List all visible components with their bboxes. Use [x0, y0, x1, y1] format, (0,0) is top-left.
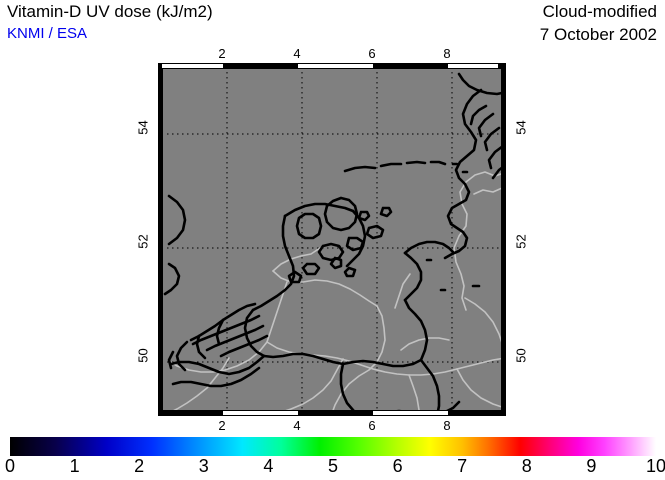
- map-axis-bar-top: [161, 63, 503, 69]
- lon-tick-top-2: 2: [218, 46, 226, 61]
- colorbar-tick-2: 2: [134, 456, 145, 476]
- colorbar-tick-7: 7: [457, 456, 468, 476]
- colorbar-tick-9: 9: [586, 456, 597, 476]
- product-type-label: Cloud-modified: [542, 2, 657, 21]
- lat-tick-right-50: 50: [513, 348, 529, 363]
- lon-tick-top-8: 8: [443, 46, 451, 61]
- colorbar-tick-8: 8: [521, 456, 532, 476]
- colorbar-tick-10: 10: [645, 456, 665, 476]
- colorbar-gradient: [10, 437, 656, 456]
- lon-tick-bottom-6: 6: [368, 418, 376, 433]
- map-borders-rivers: [168, 171, 501, 411]
- page-title: Vitamin-D UV dose (kJ/m2): [7, 2, 213, 21]
- map-panel: 2 4 6 8 2 4 6 8 54 52 50 54 52 50: [136, 46, 529, 433]
- map-axis-bar-bottom: [161, 410, 503, 416]
- lat-tick-left-52: 52: [135, 234, 151, 249]
- colorbar-tick-3: 3: [198, 456, 209, 476]
- lat-tick-right-54: 54: [513, 120, 529, 135]
- lon-tick-top-6: 6: [368, 46, 376, 61]
- lon-tick-bottom-4: 4: [293, 418, 301, 433]
- colorbar-tick-5: 5: [327, 456, 338, 476]
- colorbar-tick-0: 0: [4, 456, 15, 476]
- lat-tick-right-52: 52: [513, 234, 529, 249]
- colorbar-tick-6: 6: [392, 456, 403, 476]
- colorbar-tick-4: 4: [263, 456, 274, 476]
- map-coastline: [163, 72, 501, 411]
- lon-tick-bottom-8: 8: [443, 418, 451, 433]
- map-canvas: [163, 72, 501, 411]
- lon-tick-bottom-2: 2: [218, 418, 226, 433]
- lat-tick-left-54: 54: [135, 120, 151, 135]
- lon-tick-top-4: 4: [293, 46, 301, 61]
- colorbar-tick-1: 1: [69, 456, 80, 476]
- colorbar-tick-labels: 0 1 2 3 4 5 6 7 8 9 10: [5, 456, 665, 478]
- lat-tick-left-50: 50: [135, 348, 151, 363]
- colorbar: [10, 437, 656, 456]
- map-frame: [158, 63, 506, 416]
- date-label: 7 October 2002: [539, 25, 657, 44]
- source-attribution: KNMI / ESA: [7, 25, 88, 42]
